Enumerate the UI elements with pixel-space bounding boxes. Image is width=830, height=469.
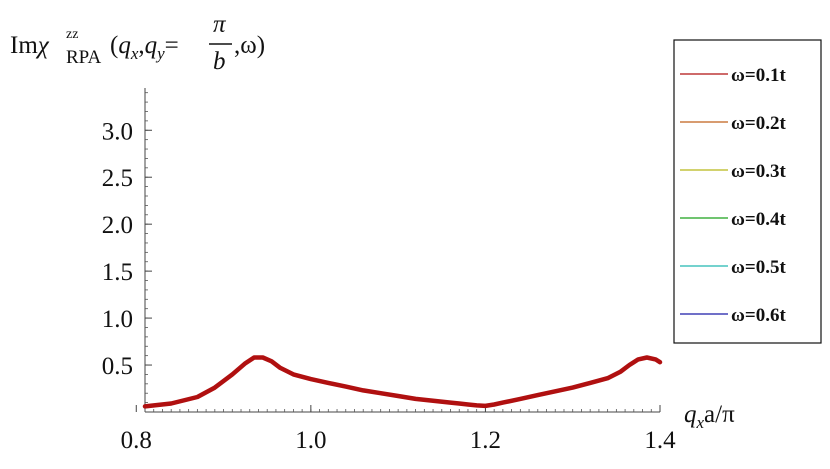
x-tick-label: 1.0	[295, 427, 326, 454]
y-axis-title-args-post: ,ω)	[234, 32, 265, 59]
x-tick-label: 1.4	[644, 427, 676, 454]
series-group	[142, 355, 663, 409]
x-axis-title-rest: a/π	[704, 401, 735, 428]
legend-frame	[673, 39, 822, 344]
y-axis-title-args: (qx,qy=	[110, 32, 179, 63]
y-ticks: 0.5 1.0 1.5 2.0 2.5 3.0	[102, 118, 152, 380]
y-axis-title-frac-num: π	[213, 11, 227, 38]
y-tick-label: 2.5	[102, 165, 133, 192]
x-minor-ticks	[144, 409, 661, 412]
y-axis-title-qx-sub: x	[130, 44, 139, 63]
legend-label: ω=0.5t	[731, 257, 786, 278]
y-axis-title-sup: zz	[66, 27, 78, 42]
y-axis-title-sub: RPA	[66, 47, 101, 68]
legend-label: ω=0.6t	[731, 305, 786, 326]
x-tick-label: 0.8	[121, 427, 152, 454]
y-tick-label: 0.5	[102, 353, 133, 380]
y-axis-title-prefix: Im	[10, 32, 38, 59]
y-tick-label: 3.0	[102, 118, 133, 145]
y-tick-label: 1.5	[102, 259, 133, 286]
y-tick-label: 1.0	[102, 306, 133, 333]
legend: ω=0.1t ω=0.2t ω=0.3t ω=0.4t ω=0.5t ω=0.6t	[673, 39, 822, 344]
x-ticks: 0.8 1.0 1.2 1.4	[121, 405, 676, 454]
legend-label: ω=0.2t	[731, 113, 786, 134]
legend-label: ω=0.4t	[731, 209, 786, 230]
y-axis-title-qy: q	[145, 32, 158, 59]
y-axis-title-chi: χ	[36, 32, 50, 59]
x-axis-title-sub: x	[696, 413, 705, 432]
x-axis-title-q: q	[684, 401, 697, 428]
y-axis-title-qy-sub: y	[155, 44, 165, 63]
y-tick-label: 2.0	[102, 212, 133, 239]
legend-label: ω=0.3t	[731, 161, 786, 182]
y-axis-title-qx: q	[118, 32, 131, 59]
y-axis-title-sep: ,	[138, 32, 144, 59]
axes: 0.8 1.0 1.2 1.4 0.5 1.0 1.5 2.0 2.5 3.0	[102, 88, 676, 454]
y-axis-title: Imχ	[10, 32, 50, 59]
x-axis-title: qxa/π	[684, 401, 735, 432]
y-axis-title-frac-den: b	[213, 48, 226, 75]
series-line	[142, 355, 663, 409]
y-axis-title-args-pre: (	[110, 32, 118, 59]
legend-items: ω=0.1t ω=0.2t ω=0.3t ω=0.4t ω=0.5t ω=0.6t	[680, 65, 786, 326]
legend-label: ω=0.1t	[731, 65, 786, 86]
y-axis-title-eq: =	[165, 32, 179, 59]
x-tick-label: 1.2	[470, 427, 501, 454]
